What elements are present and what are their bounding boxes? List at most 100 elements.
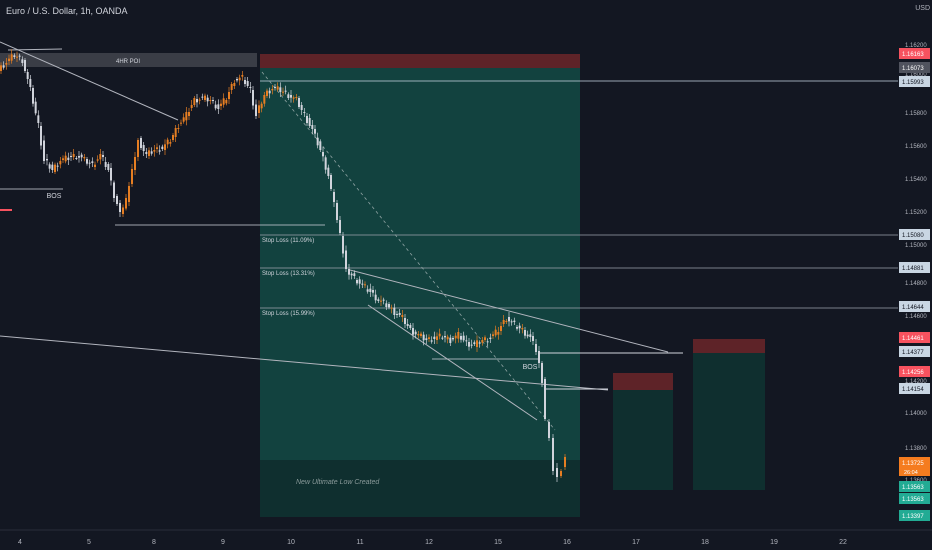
price-tag-value: 1.14881 bbox=[902, 266, 924, 272]
candle-up bbox=[292, 95, 295, 103]
trendline-short[interactable] bbox=[7, 48, 63, 51]
candle-body bbox=[260, 103, 263, 109]
long-position-zone[interactable] bbox=[260, 68, 580, 460]
candle-down bbox=[24, 58, 26, 73]
candle-body bbox=[342, 236, 344, 254]
trendline-top-left[interactable] bbox=[0, 41, 179, 121]
candle-up bbox=[134, 152, 136, 175]
candle-up bbox=[198, 97, 201, 105]
candle-down bbox=[345, 245, 347, 272]
candle-body bbox=[390, 307, 393, 309]
candle-body bbox=[75, 158, 78, 159]
price-tag-value: 1.13563 bbox=[902, 497, 924, 503]
candle-body bbox=[46, 159, 48, 161]
candle-body bbox=[433, 336, 436, 339]
candle-body bbox=[526, 334, 529, 337]
price-tag-box bbox=[899, 76, 930, 87]
candle-down bbox=[161, 144, 164, 151]
candle-body bbox=[333, 192, 335, 202]
stop-loss-label-3: Stop Loss (15.99%) bbox=[262, 311, 315, 317]
candle-down bbox=[290, 90, 292, 103]
candle-body bbox=[40, 126, 42, 146]
candle-up bbox=[364, 281, 366, 288]
price-tag: 1.13563 bbox=[899, 493, 930, 504]
price-tag-value: 1.13563 bbox=[902, 485, 924, 491]
candle-body bbox=[166, 139, 169, 145]
candle-down bbox=[158, 145, 161, 155]
price-axis[interactable]: 1.16200 1.16000 1.15800 1.15600 1.15400 1.152… bbox=[898, 0, 932, 530]
candle-down bbox=[46, 154, 48, 166]
price-tag-box bbox=[899, 366, 930, 377]
candle-body bbox=[374, 294, 377, 301]
candle-body bbox=[409, 325, 412, 328]
price-tag: 1.14881 bbox=[899, 262, 930, 273]
candle-body bbox=[414, 331, 417, 335]
candle-down bbox=[396, 311, 398, 318]
candle-down bbox=[206, 94, 209, 107]
candle-body bbox=[131, 169, 133, 184]
candle-body bbox=[80, 154, 83, 158]
candle-body bbox=[142, 145, 145, 151]
candle-body bbox=[150, 151, 153, 154]
candle-up bbox=[169, 139, 172, 147]
poi-label: 4HR POI bbox=[116, 59, 140, 65]
candle-body bbox=[319, 141, 322, 150]
candle-up bbox=[481, 337, 484, 346]
time-axis[interactable]: 4 5 8 9 10 11 12 15 16 17 18 19 22 bbox=[0, 529, 932, 546]
candle-up bbox=[230, 82, 233, 94]
candle-body bbox=[462, 335, 465, 341]
candle-down bbox=[56, 162, 59, 172]
candle-body bbox=[0, 65, 2, 71]
candle-down bbox=[88, 159, 91, 169]
price-tag: 1.16163 bbox=[899, 48, 930, 59]
candle-up bbox=[233, 80, 236, 89]
candle-body bbox=[10, 54, 13, 61]
candle-up bbox=[182, 113, 185, 124]
channel-top-line[interactable] bbox=[349, 269, 669, 353]
candle-body bbox=[204, 95, 206, 100]
price-tag-box bbox=[899, 262, 930, 273]
price-tick-label: 1.15600 bbox=[905, 144, 927, 150]
candle-body bbox=[37, 115, 40, 123]
price-tick-label: 1.16200 bbox=[905, 43, 927, 49]
candle-body bbox=[228, 92, 230, 99]
candle-body bbox=[113, 182, 115, 198]
candle-body bbox=[26, 72, 29, 79]
countdown-label: 26:04 bbox=[904, 470, 918, 476]
candle-body bbox=[54, 164, 56, 172]
candle-body bbox=[122, 207, 124, 214]
candle-body bbox=[364, 284, 366, 286]
candle-down bbox=[374, 289, 377, 304]
candle-up bbox=[185, 107, 188, 126]
candle-down bbox=[212, 97, 214, 104]
candle-down bbox=[102, 151, 104, 161]
candle-down bbox=[37, 110, 40, 128]
time-tick-label: 9 bbox=[221, 539, 225, 546]
price-tag-value: 1.14377 bbox=[902, 350, 924, 356]
price-tag-value: 1.13397 bbox=[902, 514, 924, 520]
candle-down bbox=[284, 85, 287, 95]
candle-down bbox=[460, 333, 462, 343]
price-tag: 1.13397 bbox=[899, 510, 930, 521]
poi-box[interactable] bbox=[0, 53, 257, 67]
candle-body bbox=[225, 100, 228, 104]
price-tag-value: 1.15993 bbox=[902, 80, 924, 86]
candle-up bbox=[72, 149, 75, 160]
candle-down bbox=[361, 279, 364, 288]
candle-body bbox=[473, 342, 476, 344]
channel-bottom-line[interactable] bbox=[367, 304, 538, 421]
candle-body bbox=[193, 98, 196, 105]
trendline-long[interactable] bbox=[0, 335, 609, 391]
candle-body bbox=[298, 98, 300, 107]
candle-down bbox=[322, 147, 324, 162]
candle-down bbox=[300, 102, 303, 115]
candlestick-series[interactable] bbox=[0, 49, 566, 482]
candle-body bbox=[535, 344, 537, 352]
dashed-diagonal bbox=[261, 71, 556, 431]
candle-body bbox=[255, 104, 257, 116]
candle-body bbox=[292, 97, 295, 99]
candle-down bbox=[86, 157, 88, 166]
candle-body bbox=[70, 156, 72, 157]
candle-body bbox=[417, 334, 420, 336]
